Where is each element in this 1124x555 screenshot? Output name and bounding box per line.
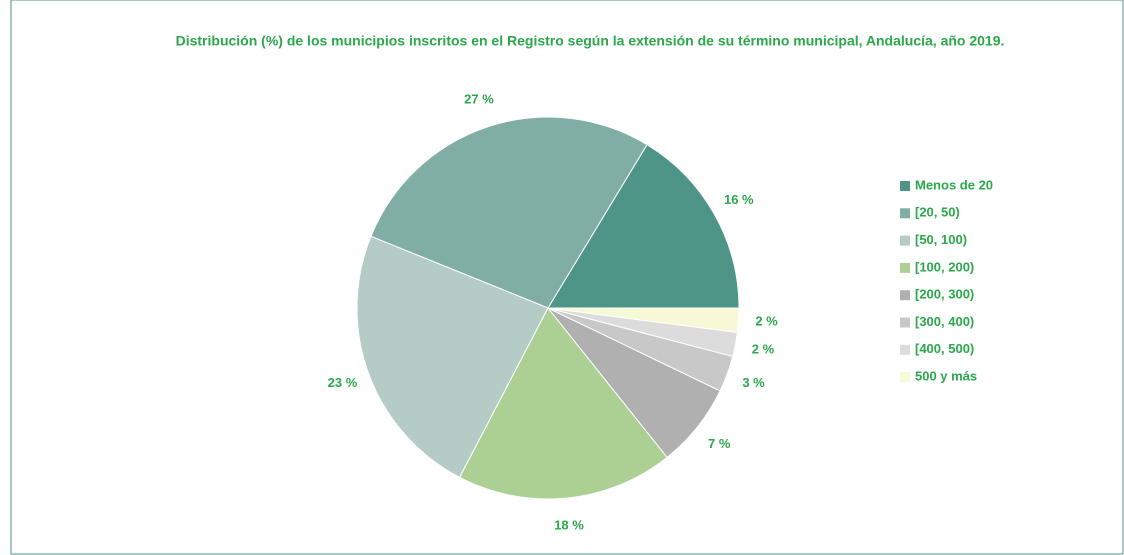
data-label: 2 % [752, 341, 775, 356]
pie-slice [547, 143, 740, 309]
legend-swatch [900, 235, 910, 246]
pie-slice [370, 116, 648, 309]
data-label: 7 % [708, 436, 731, 451]
legend-swatch [900, 344, 910, 355]
legend-label: [20, 50) [915, 205, 960, 220]
legend-label: [200, 300) [915, 287, 974, 302]
legend-swatch [900, 290, 910, 301]
legend-swatch [900, 181, 910, 191]
data-label: 23 % [328, 375, 358, 390]
pie-slice [547, 307, 740, 333]
legend-label: 500 y más [915, 369, 977, 384]
legend-label: [50, 100) [915, 232, 967, 247]
legend-label: [100, 200) [915, 259, 974, 274]
chart-title: Distribución (%) de los municipios inscr… [176, 33, 1005, 49]
legend-label: [400, 500) [915, 341, 974, 356]
legend-swatch [900, 372, 910, 383]
legend-label: Menos de 20 [915, 177, 993, 192]
data-label: 3 % [742, 375, 765, 390]
data-label: 27 % [464, 92, 494, 107]
data-label: 2 % [755, 313, 778, 328]
legend-swatch [900, 262, 910, 273]
pie-slice [356, 235, 549, 479]
data-label: 18 % [554, 517, 584, 532]
legend-swatch [900, 208, 910, 219]
pie-slice [458, 307, 668, 500]
legend-swatch [900, 317, 910, 328]
data-label: 16 % [724, 192, 754, 207]
legend-label: [300, 400) [915, 314, 974, 329]
